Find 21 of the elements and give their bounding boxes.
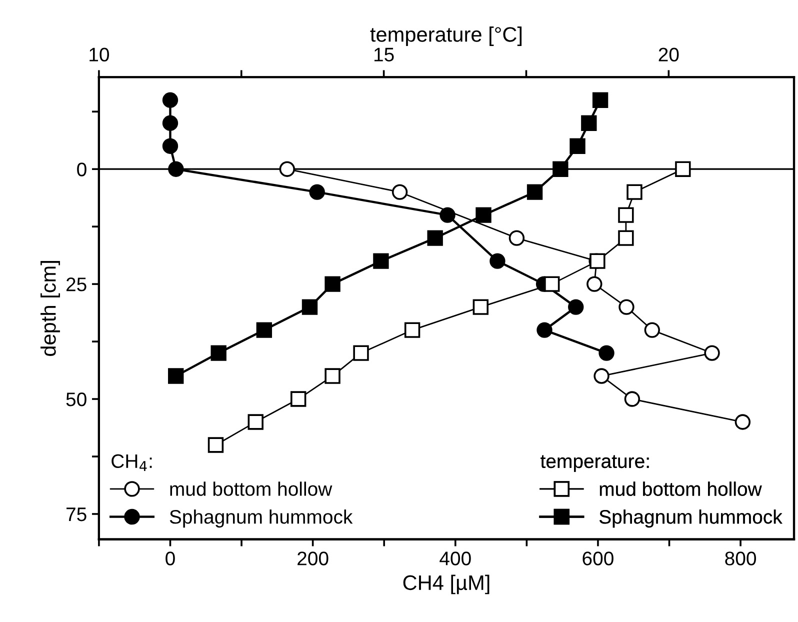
y-tick-label: 75 xyxy=(66,508,86,522)
x-tick-label: 800 xyxy=(725,552,756,566)
x-tick-label: 400 xyxy=(440,552,471,566)
x-tick-label: 0 xyxy=(166,552,175,566)
x2-tick-label: 15 xyxy=(374,48,394,62)
y-tick-label: 0 xyxy=(77,162,86,176)
x-tick-label: 200 xyxy=(298,552,328,566)
legend-label: mud bottom hollow xyxy=(170,482,332,496)
legend-label: Sphagnum hummock xyxy=(170,509,353,528)
legend-label: mud bottom hollow xyxy=(600,482,762,496)
x2-tick-label: 20 xyxy=(658,48,679,62)
annotation: CH$_{4}$: xyxy=(112,454,152,472)
x2-tick-label: 10 xyxy=(90,48,110,62)
x2-axis-title: temperature [°C] xyxy=(370,26,522,46)
legend-label: Sphagnum hummock xyxy=(600,509,782,528)
x-axis-title: CH4 [µM] xyxy=(403,574,490,594)
y-tick-label: 50 xyxy=(66,392,86,406)
y-tick-label: 25 xyxy=(66,278,86,292)
x-tick-label: 600 xyxy=(582,552,614,566)
annotation: temperature: xyxy=(540,455,649,472)
y-axis-title: depth [cm] xyxy=(40,261,60,356)
